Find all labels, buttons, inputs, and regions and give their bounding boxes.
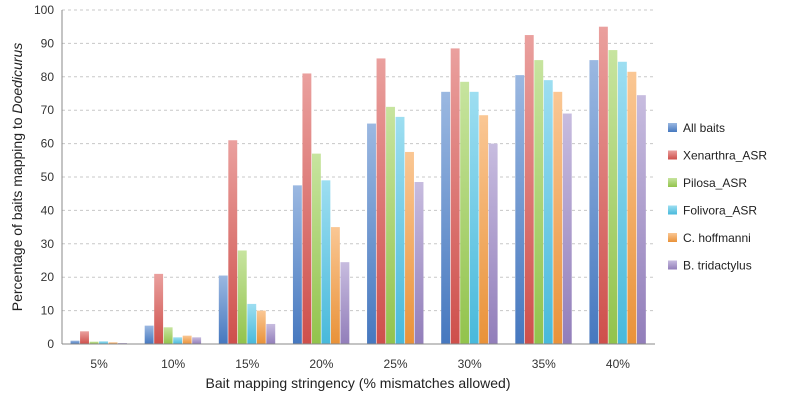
y-tick-label: 20 (41, 270, 55, 284)
bar-folivora-asr-20pct (321, 180, 331, 344)
y-tick-label: 80 (41, 70, 55, 84)
bar-all-baits-25pct (367, 123, 376, 344)
legend-label: All baits (683, 121, 725, 135)
bar-c-hoffmanni-15pct (256, 310, 266, 344)
bar-c-hoffmanni-5pct (108, 342, 118, 344)
bar-pilosa-asr-15pct (237, 250, 247, 344)
y-tick-label: 60 (41, 137, 55, 151)
y-tick-label: 10 (41, 304, 55, 318)
bar-c-hoffmanni-35pct (553, 91, 563, 344)
legend: All baits Xenarthra_ASR Pilosa_ASR Folivora… (668, 121, 767, 273)
bar-folivora-asr-10pct (173, 337, 183, 344)
bar-folivora-asr-25pct (395, 116, 405, 344)
bar-b-tridactylus-20pct (340, 262, 350, 344)
y-tick-label: 0 (47, 337, 54, 351)
y-axis-title-italic: Doedicurus (9, 43, 25, 114)
bar-c-hoffmanni-20pct (330, 227, 340, 344)
y-tick-label: 50 (41, 170, 55, 184)
bar-xenarthra-asr-25pct (376, 58, 386, 345)
bar-b-tridactylus-15pct (266, 323, 276, 344)
legend-swatch (668, 150, 677, 160)
bar-b-tridactylus-40pct (636, 95, 646, 344)
y-tick-label: 30 (41, 237, 55, 251)
x-tick-label: 25% (384, 357, 408, 371)
bar-folivora-asr-40pct (617, 61, 627, 345)
bar-b-tridactylus-25pct (414, 182, 424, 344)
legend-swatch (668, 233, 677, 242)
bar-xenarthra-asr-5pct (80, 331, 89, 344)
x-axis-title: Bait mapping stringency (% mismatches al… (205, 375, 510, 391)
legend-swatch (668, 260, 677, 270)
y-tick-label: 90 (41, 36, 55, 50)
bar-all-baits-15pct (218, 275, 228, 344)
bar-pilosa-asr-10pct (163, 327, 173, 344)
bar-pilosa-asr-40pct (608, 50, 618, 344)
legend-swatch (668, 123, 677, 132)
x-tick-label: 35% (532, 357, 556, 371)
axes (61, 10, 655, 345)
bar-folivora-asr-15pct (247, 303, 257, 344)
bar-xenarthra-asr-35pct (524, 35, 534, 345)
y-axis-title-prefix: Percentage of baits mapping to (9, 114, 25, 312)
bar-folivora-asr-30pct (469, 91, 479, 344)
legend-label: B. tridactylus (683, 259, 752, 273)
x-tick-label: 10% (161, 357, 185, 371)
bar-b-tridactylus-30pct (488, 143, 498, 344)
legend-label: Pilosa_ASR (683, 176, 747, 190)
bar-c-hoffmanni-40pct (627, 71, 637, 344)
bar-xenarthra-asr-40pct (598, 26, 608, 344)
bar-c-hoffmanni-25pct (405, 151, 414, 344)
bar-all-baits-10pct (144, 325, 154, 344)
bar-b-tridactylus-35pct (562, 113, 572, 344)
x-tick-label: 15% (235, 357, 259, 371)
bar-c-hoffmanni-10pct (182, 335, 192, 344)
bar-all-baits-40pct (589, 60, 599, 344)
bars (70, 26, 646, 345)
y-tick-label: 100 (34, 3, 54, 17)
bar-xenarthra-asr-30pct (450, 48, 460, 344)
x-tick-label: 5% (90, 357, 108, 371)
bar-pilosa-asr-30pct (460, 81, 470, 344)
legend-swatch (668, 178, 677, 187)
legend-swatch (668, 205, 677, 215)
bar-xenarthra-asr-15pct (228, 140, 238, 344)
bar-pilosa-asr-5pct (89, 341, 99, 344)
bar-xenarthra-asr-10pct (154, 273, 164, 344)
x-tick-label: 30% (458, 357, 482, 371)
legend-label: C. hoffmanni (683, 231, 751, 245)
y-tick-labels: 0 10 20 30 40 50 60 70 80 90 100 (34, 3, 54, 351)
bar-pilosa-asr-25pct (386, 106, 395, 344)
bar-pilosa-asr-20pct (311, 153, 321, 344)
y-axis-title: Percentage of baits mapping to Doedicuru… (9, 43, 25, 312)
bar-c-hoffmanni-30pct (479, 115, 489, 345)
y-tick-label: 70 (41, 103, 55, 117)
bar-folivora-asr-35pct (543, 80, 553, 344)
bar-pilosa-asr-35pct (534, 60, 544, 344)
y-tick-label: 40 (41, 203, 55, 217)
x-tick-label: 20% (309, 357, 333, 371)
legend-label: Folivora_ASR (683, 204, 757, 218)
x-tick-label: 40% (606, 357, 630, 371)
bar-b-tridactylus-10pct (192, 337, 202, 344)
bar-all-baits-30pct (441, 91, 451, 344)
bar-xenarthra-asr-20pct (302, 73, 312, 345)
bar-folivora-asr-5pct (99, 341, 108, 344)
bar-all-baits-20pct (292, 185, 302, 344)
bar-all-baits-35pct (515, 75, 525, 344)
bar-all-baits-5pct (70, 340, 80, 344)
x-tick-labels: 5% 10% 15% 20% 25% 30% 35% 40% (90, 357, 630, 371)
legend-label: Xenarthra_ASR (683, 149, 767, 163)
